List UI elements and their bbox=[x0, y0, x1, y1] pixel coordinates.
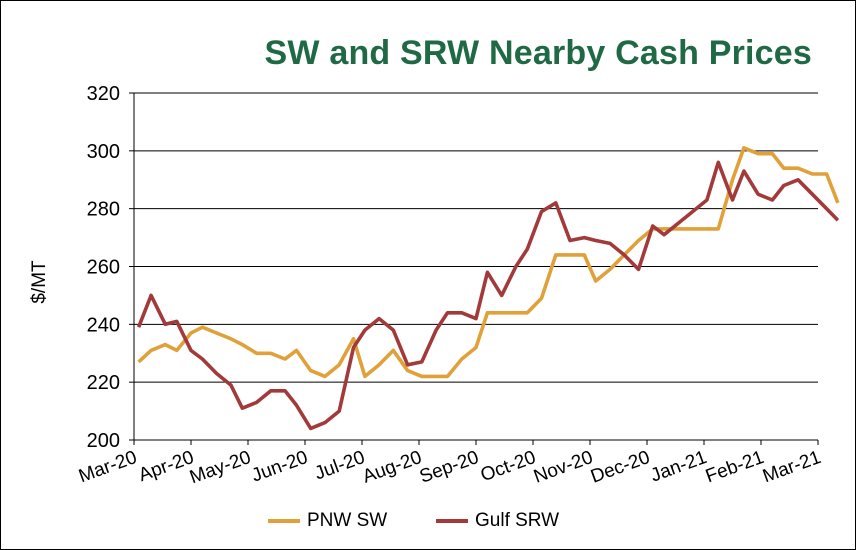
x-tick-label-mar-21: Mar-21 bbox=[760, 447, 824, 487]
chart-title: SW and SRW Nearby Cash Prices bbox=[264, 34, 812, 72]
x-tick-label-nov-20: Nov-20 bbox=[531, 447, 596, 488]
legend-label-gulf-srw: Gulf SRW bbox=[475, 510, 560, 531]
legend-label-pnw-sw: PNW SW bbox=[307, 510, 388, 531]
y-tick-label-240: 240 bbox=[87, 314, 120, 336]
legend-item-pnw-sw: PNW SW bbox=[268, 510, 387, 532]
y-tick-label-300: 300 bbox=[87, 141, 120, 163]
y-tick-labels: 200 220 240 260 280 300 320 bbox=[87, 83, 120, 452]
x-tick-label-jan-21: Jan-21 bbox=[648, 447, 710, 487]
x-tick-label-may-20: May-20 bbox=[187, 447, 254, 488]
series-line-pnw-sw bbox=[137, 146, 840, 379]
y-tick-label-220: 220 bbox=[87, 372, 120, 394]
axes bbox=[129, 92, 819, 445]
x-tick-label-jun-20: Jun-20 bbox=[249, 447, 311, 487]
x-tick-label-apr-20: Apr-20 bbox=[136, 447, 197, 486]
x-tick-label-dec-20: Dec-20 bbox=[588, 447, 653, 488]
x-tick-label-oct-20: Oct-20 bbox=[478, 447, 539, 486]
y-tick-label-200: 200 bbox=[87, 430, 120, 452]
legend-swatch-pnw-sw bbox=[268, 519, 300, 523]
legend-item-gulf-srw: Gulf SRW bbox=[436, 510, 559, 532]
x-tick-label-jul-20: Jul-20 bbox=[312, 447, 368, 484]
series-lines bbox=[136, 146, 840, 431]
x-tick-label-feb-21: Feb-21 bbox=[703, 447, 767, 487]
series-line-gulf-srw bbox=[136, 160, 840, 431]
y-tick-label-320: 320 bbox=[87, 83, 120, 105]
y-tick-label-260: 260 bbox=[87, 257, 120, 279]
x-tick-label-mar-20: Mar-20 bbox=[76, 447, 140, 487]
y-tick-label-280: 280 bbox=[87, 199, 120, 221]
legend: PNW SW Gulf SRW bbox=[0, 510, 856, 534]
legend-swatch-gulf-srw bbox=[436, 519, 468, 523]
y-axis-label: $/MT bbox=[29, 260, 50, 304]
gridlines bbox=[134, 92, 818, 383]
x-tick-label-sep-20: Sep-20 bbox=[417, 447, 482, 488]
x-tick-label-aug-20: Aug-20 bbox=[360, 447, 425, 488]
